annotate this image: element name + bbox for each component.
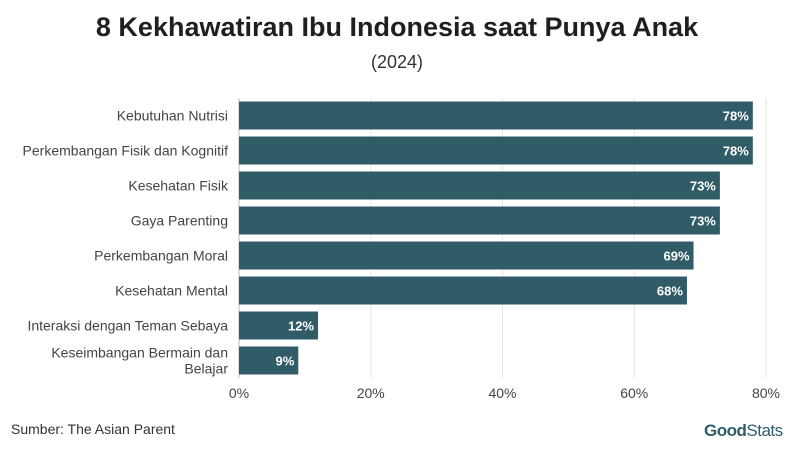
data-label: 9% — [275, 354, 294, 369]
bar — [239, 346, 299, 375]
logo-text-light: Stats — [746, 421, 783, 440]
bar — [239, 241, 694, 270]
bar — [239, 101, 753, 130]
data-label: 68% — [657, 284, 683, 299]
category-label: Kesehatan Fisik — [128, 178, 229, 194]
x-tick-label: 40% — [488, 385, 516, 401]
source-note: Sumber: The Asian Parent — [11, 421, 175, 437]
data-label: 78% — [723, 109, 749, 124]
category-label-line: Kesehatan Fisik — [128, 178, 229, 194]
category-label-line: Perkembangan Fisik dan Kognitif — [23, 143, 229, 159]
data-label: 73% — [690, 179, 716, 194]
bar — [239, 136, 753, 165]
x-tick-label: 20% — [357, 385, 385, 401]
category-label: Perkembangan Moral — [94, 248, 228, 264]
category-label-line: Interaksi dengan Teman Sebaya — [27, 318, 228, 334]
category-label: Kesehatan Mental — [115, 283, 228, 299]
category-label: Gaya Parenting — [131, 213, 228, 229]
chart-title: 8 Kekhawatiran Ibu Indonesia saat Punya … — [95, 12, 699, 42]
category-label-line: Belajar — [184, 361, 228, 377]
category-label-line: Kebutuhan Nutrisi — [117, 108, 228, 124]
category-label: Interaksi dengan Teman Sebaya — [27, 318, 228, 334]
category-label-line: Gaya Parenting — [131, 213, 228, 229]
category-label-line: Perkembangan Moral — [94, 248, 228, 264]
chart-subtitle: (2024) — [370, 52, 424, 72]
bar — [239, 311, 319, 340]
category-label: Perkembangan Fisik dan Kognitif — [23, 143, 229, 159]
data-label: 73% — [690, 214, 716, 229]
data-label: 69% — [664, 249, 690, 264]
x-tick-label: 0% — [229, 385, 249, 401]
x-tick-label: 80% — [752, 385, 780, 401]
category-label-line: Keseimbangan Bermain dan — [51, 345, 228, 361]
logo-text-bold: Good — [704, 421, 747, 440]
x-axis-ticks: 0% 20% 40% 60% 80% — [229, 385, 780, 401]
category-label: Keseimbangan Bermain dan Belajar — [51, 345, 228, 377]
category-label-line: Kesehatan Mental — [115, 283, 228, 299]
data-label: 12% — [288, 319, 314, 334]
category-label: Kebutuhan Nutrisi — [117, 108, 228, 124]
bar — [239, 276, 687, 305]
category-labels: Kebutuhan Nutrisi Perkembangan Fisik dan … — [23, 108, 229, 377]
goodstats-logo: GoodStats — [704, 421, 783, 441]
bar — [239, 206, 720, 235]
bars: 78% 78% 73% 73% 69% 68% 12% 9% — [239, 101, 753, 375]
data-label: 78% — [723, 144, 749, 159]
x-tick-label: 60% — [620, 385, 648, 401]
bar — [239, 171, 720, 200]
